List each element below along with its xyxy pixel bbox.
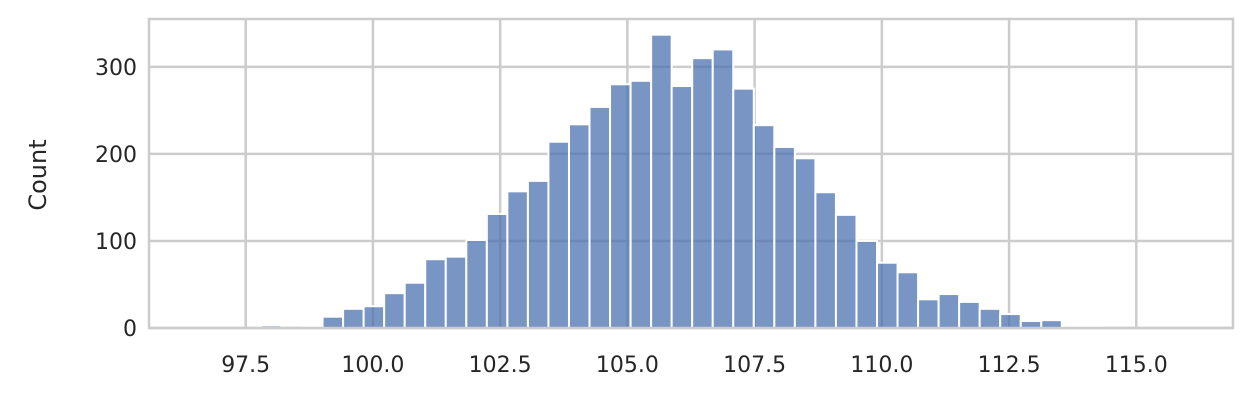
histogram-bar	[793, 157, 817, 329]
histogram-bar	[650, 33, 673, 330]
histogram-bar	[424, 258, 447, 330]
histogram-bar	[444, 255, 468, 330]
x-tick-label: 100.0	[341, 353, 404, 378]
histogram-bar	[670, 85, 694, 329]
histogram-bar	[526, 179, 550, 329]
histogram-bar	[485, 212, 509, 330]
histogram-bar	[506, 190, 529, 329]
histogram-bar	[321, 315, 345, 330]
histogram-bar	[609, 83, 632, 329]
histogram-bar	[978, 307, 1002, 330]
x-tick-label: 115.0	[1105, 353, 1168, 378]
histogram-bar	[732, 87, 755, 329]
x-tick-label: 105.0	[596, 353, 659, 378]
x-tick-label: 107.5	[723, 353, 786, 378]
histogram-bar	[383, 292, 406, 330]
histogram-bar	[691, 57, 714, 330]
histogram-bar	[937, 293, 961, 330]
histogram-bar	[876, 261, 899, 330]
histogram-bar	[917, 298, 940, 330]
histogram-bar	[711, 48, 735, 330]
y-tick-label: 300	[95, 56, 137, 81]
histogram-bar	[958, 300, 981, 330]
x-tick-label: 102.5	[469, 353, 532, 378]
histogram-bar	[342, 307, 365, 330]
bars	[259, 33, 1104, 330]
histogram-bar	[896, 271, 920, 330]
y-tick-label: 0	[123, 317, 137, 342]
histogram-bar	[362, 305, 386, 330]
histogram-bar	[999, 313, 1022, 330]
x-tick-labels: 97.5 100.0 102.5 105.0 107.5 110.0 112.5 115.0	[221, 353, 1168, 378]
histogram-bar	[547, 140, 570, 329]
histogram-bar	[855, 239, 879, 329]
y-tick-labels: 0 100 200 300	[95, 56, 137, 342]
y-axis-label: Count	[24, 139, 52, 210]
x-tick-label: 112.5	[978, 353, 1041, 378]
histogram-bar	[403, 281, 427, 330]
histogram-bar	[773, 145, 796, 329]
plot-frame	[147, 17, 1235, 330]
y-tick-label: 100	[95, 230, 137, 255]
histogram-bar	[752, 124, 776, 330]
y-tick-label: 200	[95, 143, 137, 168]
x-tick-label: 97.5	[221, 353, 270, 378]
histogram-bar	[814, 191, 837, 329]
histogram-bar	[588, 105, 612, 329]
histogram-bar	[465, 239, 488, 329]
x-tick-label: 110.0	[850, 353, 913, 378]
histogram-bar	[834, 213, 858, 330]
histogram-bar	[629, 79, 653, 329]
histogram-bar	[567, 123, 591, 330]
